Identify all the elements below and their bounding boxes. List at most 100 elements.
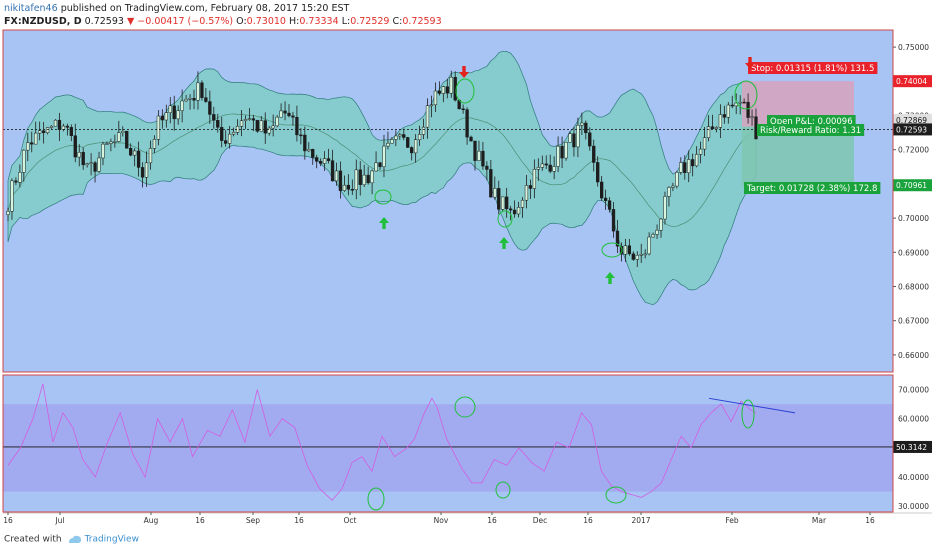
candle-body	[706, 126, 711, 138]
up-arrow-icon	[605, 272, 615, 284]
candle-body	[113, 141, 117, 143]
candle-body	[275, 116, 279, 127]
candle-body	[694, 154, 699, 167]
candle-body	[311, 149, 315, 158]
candle-body	[378, 162, 382, 167]
candle-body	[611, 209, 616, 232]
change-down-icon: ▼	[126, 16, 135, 27]
candle-body	[41, 130, 46, 134]
candle-body	[156, 115, 161, 140]
low-label: L:	[341, 16, 351, 27]
candle-body	[588, 132, 592, 147]
candle-body	[247, 118, 252, 120]
high-label: H:	[289, 16, 300, 27]
candle-body	[382, 145, 386, 167]
candle-body	[255, 119, 259, 132]
candle-body	[307, 149, 311, 152]
rsi-highlight-circle	[741, 399, 755, 429]
candle-body	[540, 163, 544, 168]
candle-body	[65, 125, 70, 128]
candle-body	[386, 142, 390, 147]
chart-canvas[interactable]: Stop: 0.01315 (1.81%) 131.5 Open P&L: 0.0…	[0, 29, 932, 529]
candle-body	[10, 180, 14, 212]
candle-body	[631, 253, 635, 260]
price-marker-label: 0.72869	[896, 116, 927, 125]
target-zone	[742, 126, 854, 186]
candle-body	[485, 165, 489, 170]
candle-body	[295, 116, 299, 136]
candle-body	[140, 167, 145, 178]
candle-body	[346, 184, 351, 190]
candle-body	[592, 145, 596, 163]
candle-body	[164, 112, 168, 121]
candle-body	[580, 122, 584, 126]
candle-body	[445, 86, 449, 94]
footer: Created with TradingView	[0, 529, 932, 550]
candle-body	[572, 133, 576, 148]
candle-body	[524, 185, 529, 201]
candle-body	[576, 124, 580, 148]
rsi-highlight-circle	[454, 396, 476, 418]
stop-label-bg	[748, 62, 878, 74]
candle-body	[516, 207, 521, 215]
candle-body	[200, 82, 204, 98]
rsi-highlight-circle	[605, 486, 627, 504]
price-marker-bg	[893, 123, 932, 136]
candle-body	[81, 152, 85, 166]
candle-body	[239, 120, 244, 127]
candle-body	[643, 253, 647, 256]
candle-body	[425, 105, 430, 128]
tradingview-brand-link[interactable]: TradingView	[84, 534, 139, 545]
candle-body	[437, 90, 442, 94]
candle-body	[493, 188, 497, 198]
time-tick-label: Dec	[533, 516, 548, 525]
candle-body	[410, 147, 414, 154]
rsi-band	[3, 404, 893, 492]
candle-body	[73, 135, 77, 158]
candle-body	[315, 157, 319, 162]
time-tick-label: Oct	[344, 516, 357, 525]
candle-body	[243, 119, 248, 122]
low-value: 0.72529	[350, 16, 390, 27]
price-tick-label: 0.67000	[898, 317, 929, 326]
author-link[interactable]: nikitafen46	[4, 3, 58, 14]
candle-body	[30, 142, 34, 145]
rsi-value-bg	[893, 440, 932, 453]
candle-body	[469, 136, 473, 142]
candle-body	[109, 141, 113, 144]
candle-body	[647, 236, 651, 255]
rsi-line	[7, 383, 757, 501]
price-scale-bg	[893, 30, 932, 512]
rsi-tick-label: 40.0000	[898, 473, 929, 482]
candle-body	[291, 115, 295, 118]
candle-body	[319, 161, 323, 164]
candle-body	[687, 159, 691, 173]
candle-body	[136, 150, 141, 168]
candle-body	[144, 162, 149, 178]
candle-body	[125, 130, 129, 149]
candle-body	[489, 169, 493, 198]
close-label: C:	[392, 16, 403, 27]
candle-body	[152, 139, 157, 149]
candles	[6, 70, 758, 268]
candle-body	[564, 142, 568, 159]
candle-body	[49, 125, 54, 128]
candle-body	[635, 255, 639, 260]
tradingview-logo-icon	[68, 535, 81, 543]
time-tick-label: Nov	[434, 516, 449, 525]
candle-body	[607, 200, 612, 210]
candle-body	[481, 150, 485, 167]
high-value: 0.73334	[299, 16, 339, 27]
highlight-circle	[497, 210, 513, 228]
rsi-tick-label: 70.0000	[898, 386, 929, 395]
candle-body	[477, 150, 481, 161]
candle-body	[615, 230, 620, 247]
time-tick-label: Aug	[144, 516, 159, 525]
price-marker-label: 0.70961	[896, 181, 927, 190]
candle-body	[89, 162, 93, 165]
candle-body	[283, 110, 287, 114]
rsi-highlight-circle	[367, 487, 385, 511]
candle-body	[208, 101, 212, 115]
candle-body	[663, 196, 667, 220]
candle-body	[429, 104, 434, 107]
